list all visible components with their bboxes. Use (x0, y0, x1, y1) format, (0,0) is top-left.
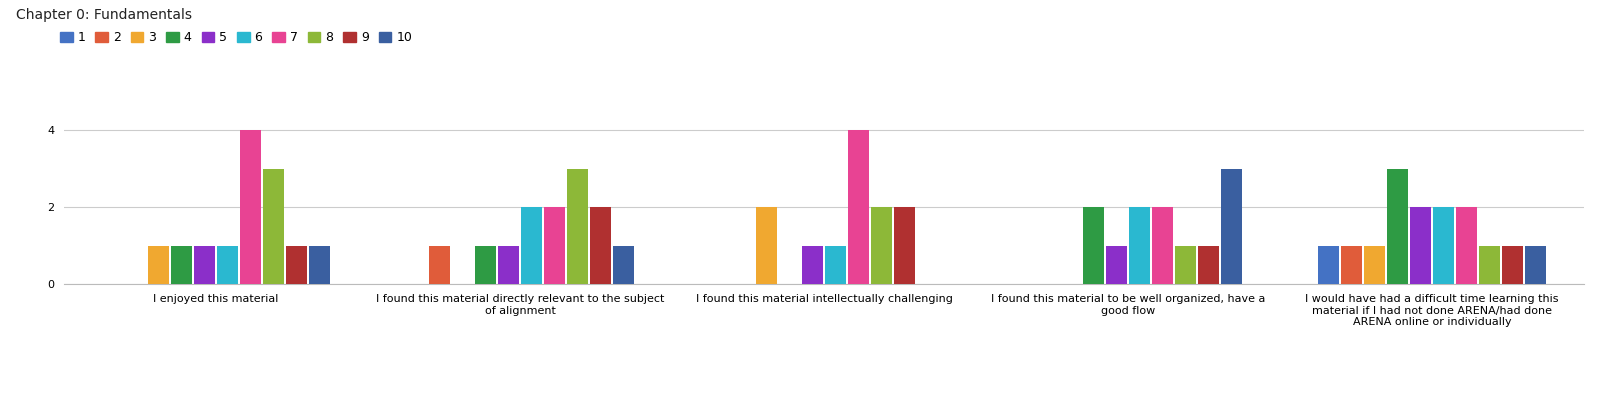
Bar (429, 246, 450, 284)
Bar (566, 169, 589, 284)
Bar (802, 246, 822, 284)
Bar (1174, 246, 1197, 284)
Bar (1434, 207, 1454, 284)
Bar (590, 207, 611, 284)
Bar (1456, 207, 1477, 284)
Bar (1502, 246, 1523, 284)
Bar (240, 130, 261, 284)
Bar (826, 246, 846, 284)
Bar (1341, 246, 1362, 284)
Bar (1525, 246, 1546, 284)
Bar (147, 246, 170, 284)
Bar (171, 246, 192, 284)
Bar (894, 207, 915, 284)
Bar (1221, 169, 1242, 284)
Bar (1152, 207, 1173, 284)
Bar (1130, 207, 1150, 284)
Bar (1106, 246, 1126, 284)
Bar (1198, 246, 1219, 284)
Bar (613, 246, 634, 284)
Bar (1387, 169, 1408, 284)
Bar (1083, 207, 1104, 284)
Bar (755, 207, 778, 284)
Bar (1318, 246, 1339, 284)
Bar (1478, 246, 1501, 284)
Bar (870, 207, 893, 284)
Bar (286, 246, 307, 284)
Bar (1410, 207, 1430, 284)
Bar (475, 246, 496, 284)
Bar (309, 246, 330, 284)
Bar (194, 246, 214, 284)
Bar (218, 246, 238, 284)
Legend: 1, 2, 3, 4, 5, 6, 7, 8, 9, 10: 1, 2, 3, 4, 5, 6, 7, 8, 9, 10 (54, 26, 418, 49)
Bar (1363, 246, 1386, 284)
Text: Chapter 0: Fundamentals: Chapter 0: Fundamentals (16, 8, 192, 22)
Bar (522, 207, 542, 284)
Bar (544, 207, 565, 284)
Bar (262, 169, 285, 284)
Bar (848, 130, 869, 284)
Bar (498, 246, 518, 284)
